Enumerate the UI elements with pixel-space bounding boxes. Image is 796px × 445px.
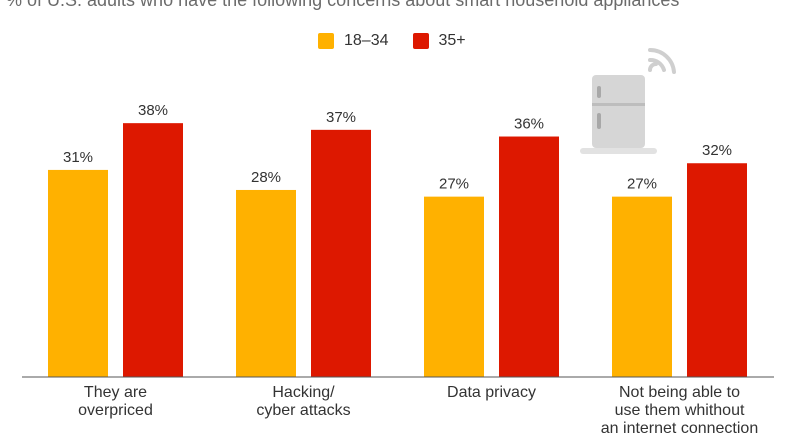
legend-swatch-18-34 [318, 33, 334, 49]
bar-18-34-3 [612, 196, 672, 377]
data-label-35-plus-3: 32% [702, 142, 732, 159]
legend-item-18-34: 18–34 [318, 32, 389, 50]
data-label-35-plus-1: 37% [326, 109, 356, 126]
data-label-18-34-1: 28% [251, 169, 281, 186]
category-label-2: Data privacy [447, 384, 536, 401]
data-label-18-34-0: 31% [63, 149, 93, 166]
legend-label-35-plus: 35+ [438, 32, 466, 49]
legend-swatch-35-plus [412, 33, 429, 49]
bar-35-plus-2 [499, 136, 559, 377]
data-label-35-plus-0: 38% [138, 102, 168, 119]
bar-18-34-0 [48, 169, 108, 377]
legend: 18–34 35+ [318, 32, 490, 50]
smart-fridge-wifi-icon [580, 47, 676, 154]
chart-subtitle: % of U.S. adults who have the following … [6, 0, 680, 10]
bar-35-plus-1 [311, 129, 371, 377]
category-label-1: Hacking/cyber attacks [256, 384, 350, 419]
data-label-35-plus-2: 36% [514, 116, 544, 133]
category-label-3: Not being able to use them whithout an int… [601, 384, 758, 437]
data-label-18-34-3: 27% [627, 176, 657, 193]
data-label-18-34-2: 27% [439, 176, 469, 193]
legend-item-35-plus: 35+ [412, 32, 466, 50]
bar-35-plus-0 [123, 123, 183, 377]
legend-label-18-34: 18–34 [344, 32, 389, 49]
bar-18-34-1 [236, 189, 296, 377]
bar-35-plus-3 [687, 163, 747, 377]
category-label-0: They are overpriced [78, 384, 153, 419]
bar-18-34-2 [424, 196, 484, 377]
